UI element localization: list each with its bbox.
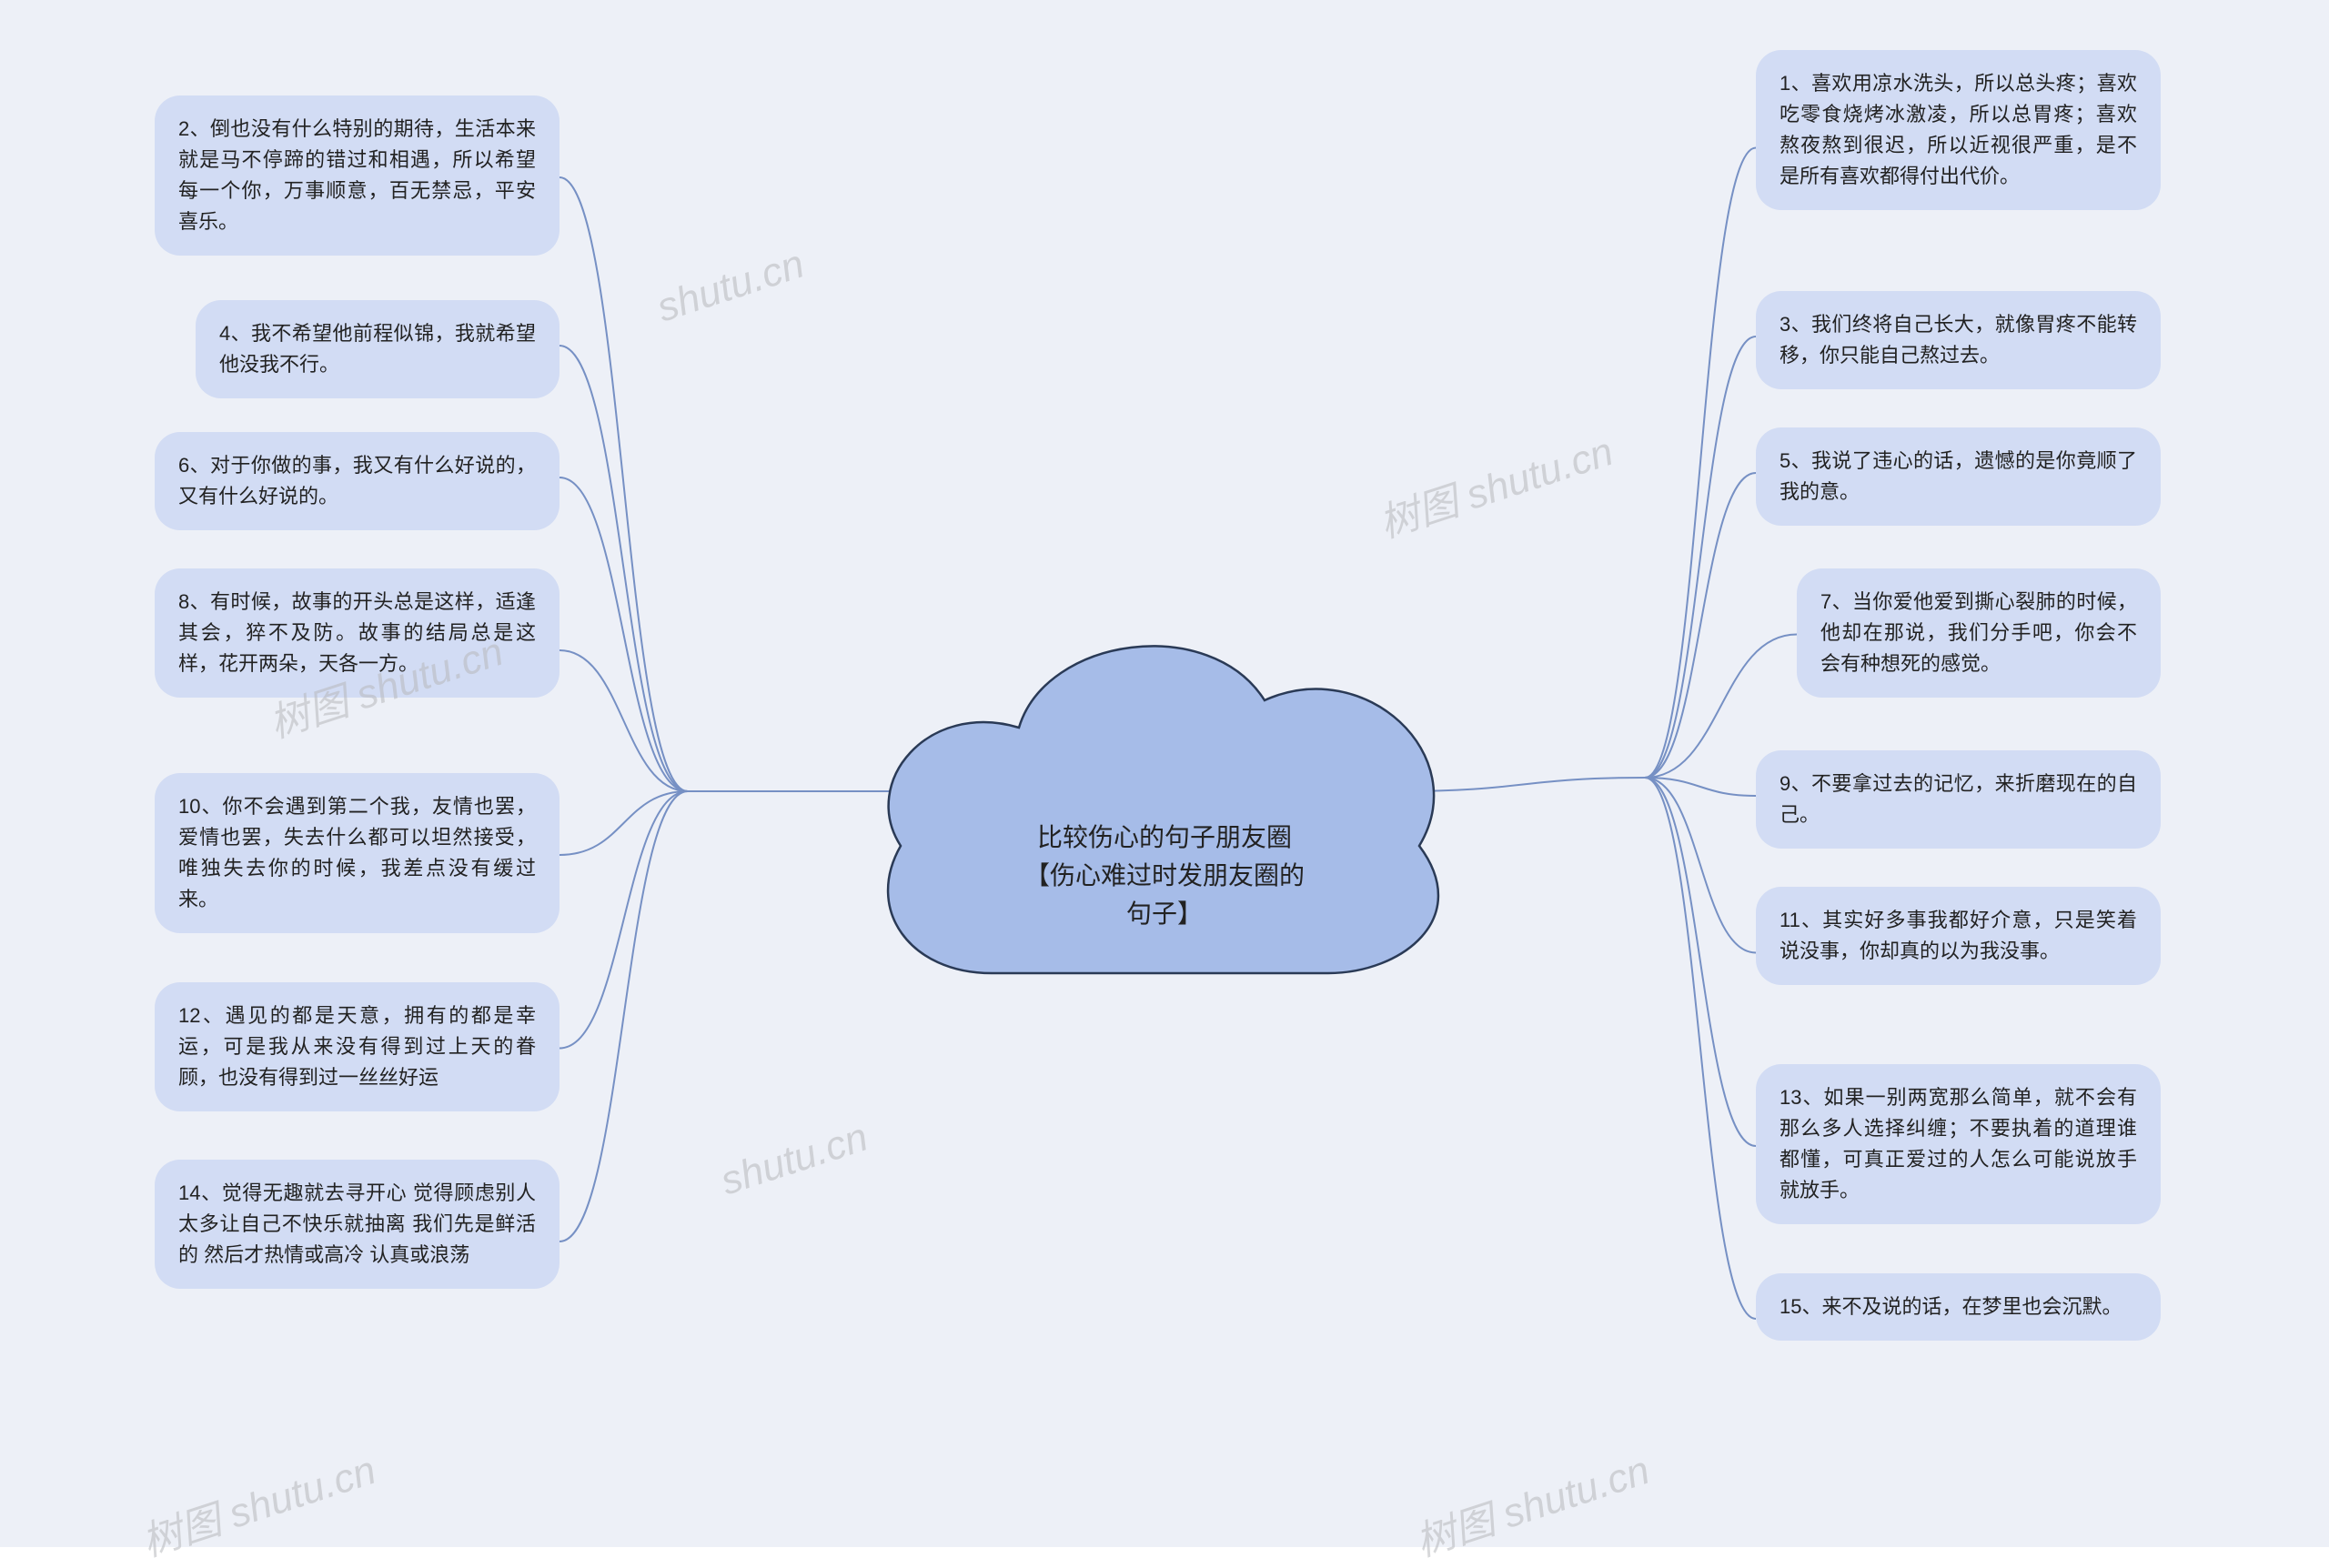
mindmap-node-n4: 4、我不希望他前程似锦，我就希望他没我不行。 — [196, 300, 560, 398]
mindmap-node-n5: 5、我说了违心的话，遗憾的是你竟顺了我的意。 — [1756, 427, 2161, 526]
mindmap-canvas: 比较伤心的句子朋友圈【伤心难过时发朋友圈的句子】 2、倒也没有什么特别的期待，生… — [0, 0, 2329, 1547]
mindmap-node-n12: 12、遇见的都是天意，拥有的都是幸运，可是我从来没有得到过上天的眷顾，也没有得到… — [155, 982, 560, 1111]
watermark: shutu.cn — [715, 1115, 873, 1205]
mindmap-node-n11: 11、其实好多事我都好介意，只是笑着说没事，你却真的以为我没事。 — [1756, 887, 2161, 985]
mindmap-node-n10: 10、你不会遇到第二个我，友情也罢，爱情也罢，失去什么都可以坦然接受，唯独失去你… — [155, 773, 560, 933]
mindmap-node-n8: 8、有时候，故事的开头总是这样，适逢其会，猝不及防。故事的结局总是这样，花开两朵… — [155, 568, 560, 698]
mindmap-node-n9: 9、不要拿过去的记忆，来折磨现在的自己。 — [1756, 750, 2161, 849]
watermark: 树图 shutu.cn — [134, 1437, 382, 1567]
mindmap-node-n2: 2、倒也没有什么特别的期待，生活本来就是马不停蹄的错过和相遇，所以希望每一个你，… — [155, 95, 560, 256]
mindmap-node-n1: 1、喜欢用凉水洗头，所以总头疼；喜欢吃零食烧烤冰激凌，所以总胃疼；喜欢熬夜熬到很… — [1756, 50, 2161, 210]
mindmap-node-n6: 6、对于你做的事，我又有什么好说的，又有什么好说的。 — [155, 432, 560, 530]
mindmap-node-n14: 14、觉得无趣就去寻开心 觉得顾虑别人太多让自己不快乐就抽离 我们先是鲜活的 然… — [155, 1160, 560, 1289]
watermark: 树图 shutu.cn — [1407, 1437, 1656, 1567]
mindmap-node-n13: 13、如果一别两宽那么简单，就不会有那么多人选择纠缠；不要执着的道理谁都懂，可真… — [1756, 1064, 2161, 1224]
mindmap-node-n3: 3、我们终将自己长大，就像胃疼不能转移，你只能自己熬过去。 — [1756, 291, 2161, 389]
center-cloud: 比较伤心的句子朋友圈【伤心难过时发朋友圈的句子】 — [873, 600, 1456, 982]
center-title: 比较伤心的句子朋友圈【伤心难过时发朋友圈的句子】 — [873, 819, 1456, 933]
mindmap-node-n15: 15、来不及说的话，在梦里也会沉默。 — [1756, 1273, 2161, 1341]
watermark: 树图 shutu.cn — [1371, 418, 1619, 548]
mindmap-node-n7: 7、当你爱他爱到撕心裂肺的时候，他却在那说，我们分手吧，你会不会有种想死的感觉。 — [1797, 568, 2161, 698]
watermark: shutu.cn — [651, 242, 810, 332]
